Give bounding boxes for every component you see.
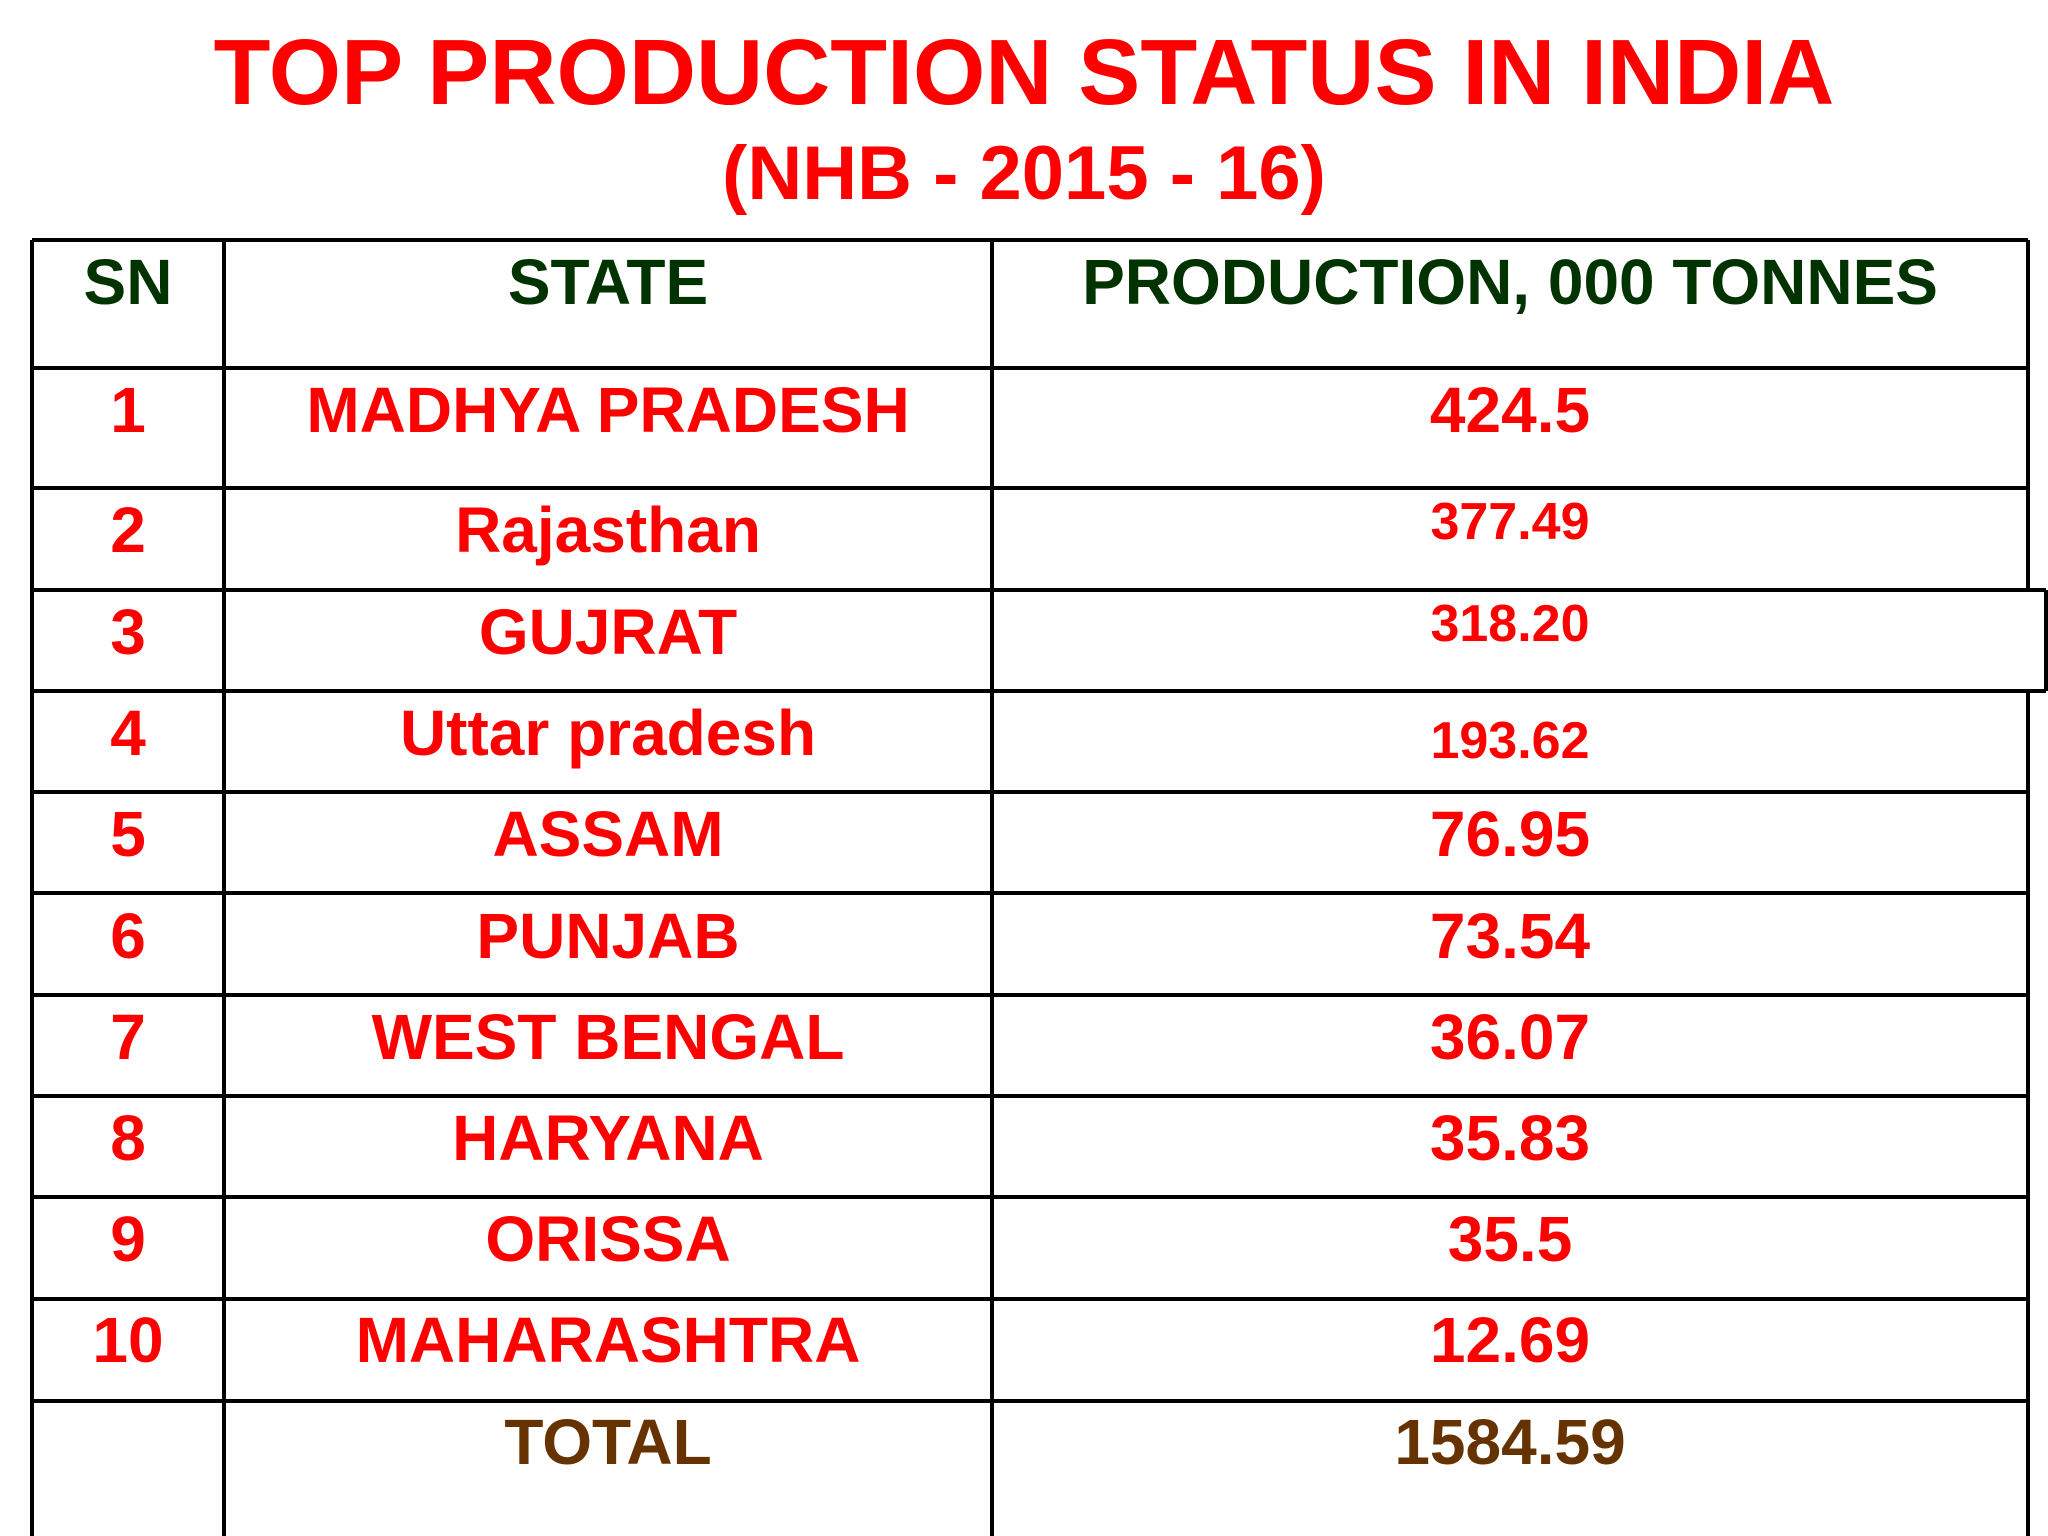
table-column-divider xyxy=(2026,240,2030,590)
cell-sn: 9 xyxy=(110,1203,146,1275)
table-row-divider xyxy=(32,891,2028,895)
table-column-divider xyxy=(990,240,994,1536)
total-value: 1584.59 xyxy=(1394,1406,1626,1478)
cell-production: 193.62 xyxy=(1430,712,1590,770)
cell-production: 318.20 xyxy=(1430,595,1590,653)
header-sn: SN xyxy=(83,246,173,318)
cell-sn: 4 xyxy=(110,697,146,769)
table-row-divider xyxy=(32,993,2028,997)
cell-sn: 6 xyxy=(110,900,146,972)
table-column-divider xyxy=(2044,590,2048,691)
cell-production: 73.54 xyxy=(1429,900,1591,972)
table-row-divider xyxy=(32,366,2028,370)
cell-production: 12.69 xyxy=(1429,1304,1591,1376)
cell-state: Uttar pradesh xyxy=(399,697,817,769)
cell-state: HARYANA xyxy=(452,1102,764,1174)
table-row-divider xyxy=(32,1399,2028,1403)
table-column-divider xyxy=(30,240,34,1536)
cell-sn: 1 xyxy=(110,374,146,446)
header-production: PRODUCTION, 000 TONNES xyxy=(1082,246,1938,318)
cell-sn: 10 xyxy=(92,1304,164,1376)
cell-production: 35.5 xyxy=(1447,1203,1573,1275)
cell-state: ORISSA xyxy=(485,1203,731,1275)
cell-sn: 3 xyxy=(110,596,146,668)
cell-state: MAHARASHTRA xyxy=(355,1304,861,1376)
cell-state: PUNJAB xyxy=(476,900,740,972)
page-title: TOP PRODUCTION STATUS IN INDIA xyxy=(213,20,1835,124)
cell-production: 35.83 xyxy=(1429,1102,1591,1174)
cell-production: 36.07 xyxy=(1429,1001,1591,1073)
cell-state: GUJRAT xyxy=(478,596,738,668)
cell-state: ASSAM xyxy=(492,798,724,870)
cell-state: MADHYA PRADESH xyxy=(306,374,910,446)
cell-sn: 8 xyxy=(110,1102,146,1174)
table-column-divider xyxy=(222,240,226,1536)
cell-state: WEST BENGAL xyxy=(371,1001,845,1073)
table-row-divider xyxy=(32,790,2028,794)
header-state: STATE xyxy=(507,246,709,318)
cell-production: 76.95 xyxy=(1429,798,1591,870)
page-subtitle: (NHB - 2015 - 16) xyxy=(722,131,1326,216)
table-row-divider xyxy=(32,1094,2028,1098)
cell-production: 377.49 xyxy=(1430,493,1590,551)
table-row-divider xyxy=(32,238,2028,242)
cell-production: 424.5 xyxy=(1429,374,1591,446)
table-row-divider xyxy=(32,588,2046,592)
cell-sn: 5 xyxy=(110,798,146,870)
table-row-divider xyxy=(32,1297,2028,1301)
table-row-divider xyxy=(32,689,2046,693)
cell-sn: 2 xyxy=(110,494,146,566)
cell-state: Rajasthan xyxy=(455,494,761,566)
total-label: TOTAL xyxy=(504,1406,712,1478)
table-column-divider xyxy=(2026,691,2030,1536)
table-row-divider xyxy=(32,486,2028,490)
table-row-divider xyxy=(32,1195,2028,1199)
cell-sn: 7 xyxy=(110,1001,146,1073)
